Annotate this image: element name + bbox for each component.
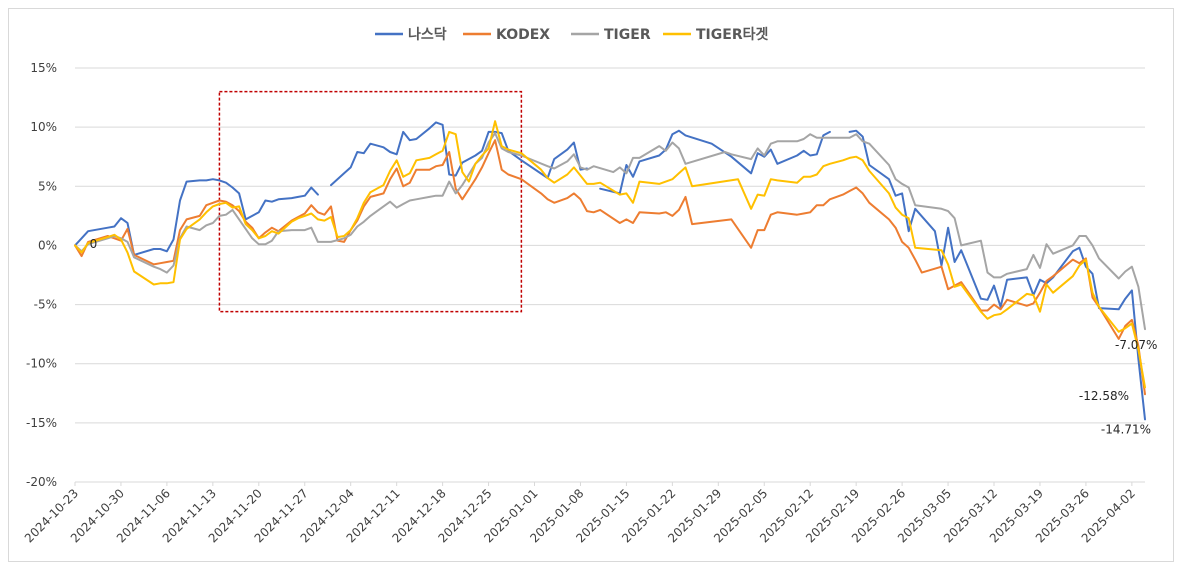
series-line-tiger: [74, 120, 1146, 389]
y-tick-label: 5%: [38, 179, 57, 193]
highlight-box: [218, 90, 523, 313]
series-line-s: [74, 121, 1146, 421]
legend-label-tiger: TIGER타겟: [696, 27, 768, 43]
series-lines: [74, 120, 1146, 421]
y-tick-label: 10%: [30, 120, 57, 134]
y-tick-label: 0%: [38, 238, 57, 252]
y-tick-label: -5%: [34, 298, 57, 312]
legend: 나스닥 KODEX TIGER TIGER타겟: [375, 26, 768, 43]
y-tick-label: 15%: [30, 61, 57, 75]
series-line-tiger: [74, 132, 1146, 331]
highlight-box-group: [218, 90, 523, 313]
annotations: 0 -7.07% -12.58% -14.71%: [90, 237, 1158, 436]
y-tick-label: -20%: [26, 475, 57, 489]
data-label: -12.58%: [1079, 389, 1129, 403]
y-axis: 15% 10% 5% 0% -5% -10% -15% -20%: [26, 61, 57, 489]
y-tick-label: -10%: [26, 357, 57, 371]
data-label: -14.71%: [1101, 422, 1151, 436]
gridlines: [75, 67, 1145, 483]
chart-border: [8, 8, 1174, 562]
data-label: -7.07%: [1115, 338, 1157, 352]
legend-label-s: 나스닥: [408, 26, 447, 43]
data-label: 0: [90, 237, 98, 251]
y-tick-label: -15%: [26, 416, 57, 430]
legend-label-kodex: KODEX: [496, 27, 550, 43]
legend-label-tiger: TIGER: [604, 27, 651, 43]
